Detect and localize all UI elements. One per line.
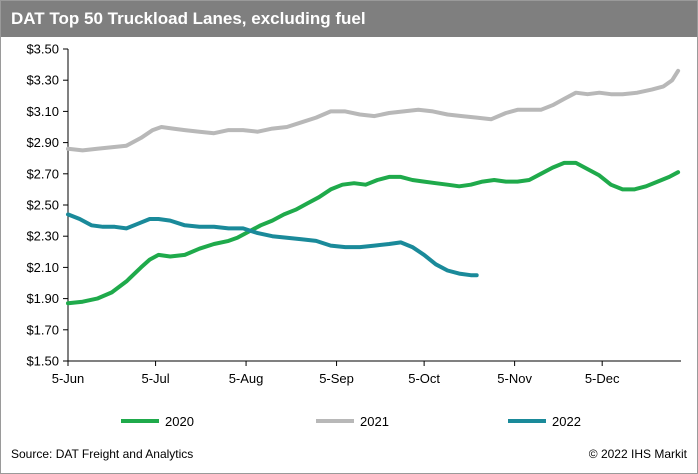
series-line-2021 (66, 68, 681, 153)
y-tick-label: $1.70 (26, 322, 59, 337)
x-tick-label: 5-Nov (497, 371, 532, 386)
y-tick-label: $1.90 (26, 291, 59, 306)
x-tick-label: 5-Jun (52, 371, 85, 386)
series-line-2020 (66, 160, 681, 306)
y-tick-label: $2.30 (26, 229, 59, 244)
y-tick-label: $3.50 (26, 42, 59, 57)
copyright-note: © 2022 IHS Markit (588, 447, 687, 461)
series-line-2022 (66, 212, 479, 278)
x-tick-label: 5-Sep (319, 371, 354, 386)
legend-label-2020: 2020 (165, 414, 194, 429)
title-bar: DAT Top 50 Truckload Lanes, excluding fu… (1, 1, 697, 37)
y-tick-label: $3.10 (26, 104, 59, 119)
x-tick-label: 5-Dec (585, 371, 620, 386)
source-note: Source: DAT Freight and Analytics (11, 447, 194, 461)
y-tick-label: $2.70 (26, 166, 59, 181)
x-tick-label: 5-Oct (408, 371, 440, 386)
x-tick-label: 5-Aug (229, 371, 264, 386)
legend-label-2021: 2021 (360, 414, 389, 429)
line-chart: $1.50 $1.70 $1.90 $2.10 $2.30 $2.50 $2.70 $2.90… (26, 42, 681, 429)
y-tick-label: $2.10 (26, 260, 59, 275)
x-tick-label: 5-Jul (141, 371, 169, 386)
y-tick-label: $2.90 (26, 135, 59, 150)
y-tick-label: $1.50 (26, 354, 59, 369)
chart-title: DAT Top 50 Truckload Lanes, excluding fu… (11, 9, 366, 28)
y-tick-label: $2.50 (26, 198, 59, 213)
y-tick-label: $3.30 (26, 73, 59, 88)
legend-label-2022: 2022 (552, 414, 581, 429)
